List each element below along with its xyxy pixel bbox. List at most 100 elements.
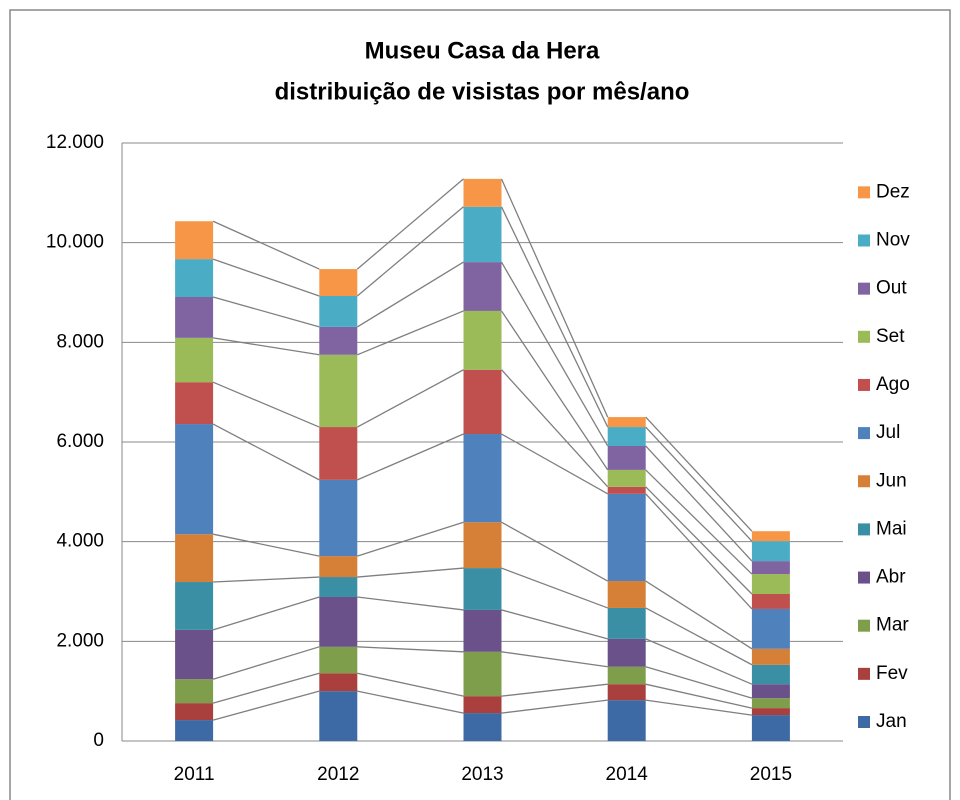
legend-label: Mai xyxy=(876,518,907,539)
bar-segment xyxy=(319,326,358,355)
series-line xyxy=(645,699,752,716)
bar-segment xyxy=(463,713,502,741)
bar-segment xyxy=(751,648,790,665)
bar-segment xyxy=(175,582,214,630)
series-line xyxy=(357,672,464,697)
series-line xyxy=(645,445,753,562)
series-line xyxy=(501,521,609,582)
legend-label: Mar xyxy=(876,615,909,636)
series-line xyxy=(645,638,753,685)
chart-title: Museu Casa da Hera xyxy=(365,37,600,64)
legend-label: Nov xyxy=(876,230,910,251)
bar-segment xyxy=(175,424,214,535)
series-line xyxy=(357,646,464,653)
legend-swatch xyxy=(858,186,870,199)
legend-swatch xyxy=(858,427,870,440)
series-line xyxy=(645,580,753,650)
bar-segment xyxy=(607,607,646,639)
series-line xyxy=(212,596,320,631)
x-tick-label: 2014 xyxy=(606,764,649,785)
bar-segment xyxy=(463,609,502,652)
bar-segment xyxy=(175,296,214,338)
legend-swatch xyxy=(858,619,870,632)
bar-segment xyxy=(607,486,646,494)
legend-label: Set xyxy=(876,326,905,347)
bar-segment xyxy=(175,337,214,383)
series-line xyxy=(501,699,608,714)
y-tick-label: 8.000 xyxy=(56,331,104,352)
series-line xyxy=(645,426,753,542)
bar-segment xyxy=(607,700,646,741)
bar-segment xyxy=(751,684,790,699)
series-line xyxy=(356,261,464,328)
legend-swatch xyxy=(858,378,870,391)
series-line xyxy=(357,596,464,611)
x-tick-label: 2011 xyxy=(174,764,215,785)
bar-segment xyxy=(319,691,358,741)
bar-segment xyxy=(319,269,358,296)
y-tick-label: 0 xyxy=(93,730,104,751)
bar-segment xyxy=(175,629,214,680)
series-line xyxy=(645,486,753,595)
series-line xyxy=(645,416,753,532)
series-line xyxy=(500,178,609,418)
y-tick-label: 6.000 xyxy=(56,431,104,452)
bar-segment xyxy=(319,596,358,647)
bar-segment xyxy=(463,206,502,263)
bar-segment xyxy=(175,720,214,741)
bar-segment xyxy=(175,382,214,425)
series-line xyxy=(212,672,320,704)
bar-segment xyxy=(319,556,358,578)
bar-segment xyxy=(751,593,790,609)
series-line xyxy=(357,310,464,356)
bar-segment xyxy=(463,568,502,610)
series-line xyxy=(357,521,464,557)
series-line xyxy=(357,567,464,578)
bar-segment xyxy=(463,434,502,523)
series-line xyxy=(501,567,608,609)
bar-segment xyxy=(751,708,790,716)
series-line xyxy=(500,310,609,471)
bar-segment xyxy=(463,178,502,207)
series-line xyxy=(357,433,464,481)
series-line xyxy=(501,369,609,488)
bar-segment xyxy=(463,369,502,435)
series-line xyxy=(500,206,609,428)
series-line xyxy=(645,607,753,666)
legend-label: Jan xyxy=(876,711,907,732)
series-line xyxy=(356,206,464,297)
legend-swatch xyxy=(858,523,870,536)
bar-segment xyxy=(175,679,214,704)
bar-segment xyxy=(751,574,790,594)
bar-segment xyxy=(319,427,358,480)
series-line xyxy=(212,220,320,270)
series-line xyxy=(500,261,609,447)
series-line xyxy=(357,690,464,714)
series-line xyxy=(212,423,320,481)
bar-segment xyxy=(319,354,358,428)
bar-segment xyxy=(607,493,646,582)
bar-segment xyxy=(175,703,214,721)
y-tick-label: 12.000 xyxy=(46,132,104,153)
y-tick-label: 10.000 xyxy=(46,232,104,253)
y-tick-label: 4.000 xyxy=(56,531,104,552)
legend-swatch xyxy=(858,475,870,488)
series-line xyxy=(212,381,320,428)
bar-segment xyxy=(751,531,790,542)
bar-segment xyxy=(463,262,502,311)
legend-label: Out xyxy=(876,278,907,299)
series-line xyxy=(356,369,464,428)
series-line xyxy=(212,533,320,557)
series-line xyxy=(213,576,320,583)
bar-segment xyxy=(319,479,358,557)
bar-segment xyxy=(751,715,790,741)
bar-segment xyxy=(463,310,502,370)
bar-segment xyxy=(175,534,214,583)
bar-segment xyxy=(607,469,646,487)
series-line xyxy=(212,690,320,721)
legend-label: Ago xyxy=(876,374,910,395)
series-line xyxy=(645,666,753,699)
legend-label: Dez xyxy=(876,181,910,202)
bar-segment xyxy=(319,673,358,692)
